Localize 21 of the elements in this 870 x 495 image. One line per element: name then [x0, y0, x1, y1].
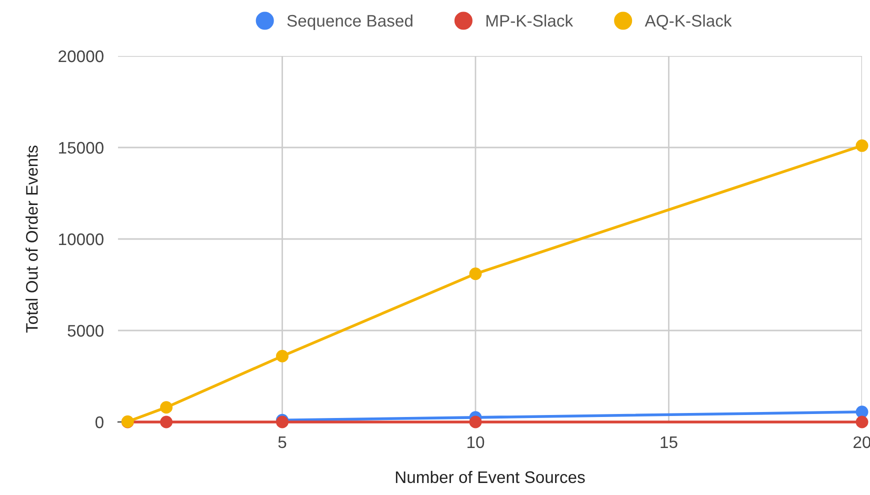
x-axis-title: Number of Event Sources [396, 470, 585, 484]
point [469, 268, 482, 280]
y-tick-label: 5000 [68, 324, 104, 337]
legend-label: AQ-K-Slack [644, 14, 732, 30]
x-tick-label: 15 [660, 436, 678, 448]
point [856, 139, 868, 152]
point [276, 350, 289, 362]
point [469, 416, 482, 428]
point [856, 416, 868, 428]
legend-label: MP-K-Slack [486, 14, 574, 27]
y-tick-label: 20000 [58, 50, 104, 62]
y-axis-title: Total Out of Order Events [26, 146, 38, 333]
y-tick-label: 0 [95, 416, 104, 428]
point [856, 406, 868, 418]
legend-label: Sequence Based [287, 14, 412, 30]
x-tick-label: 5 [278, 436, 286, 448]
point [160, 416, 173, 428]
y-tick-label: 15000 [59, 142, 104, 154]
point [160, 401, 173, 414]
y-tick-label: 10000 [59, 233, 104, 246]
x-tick-label: 10 [468, 436, 484, 448]
